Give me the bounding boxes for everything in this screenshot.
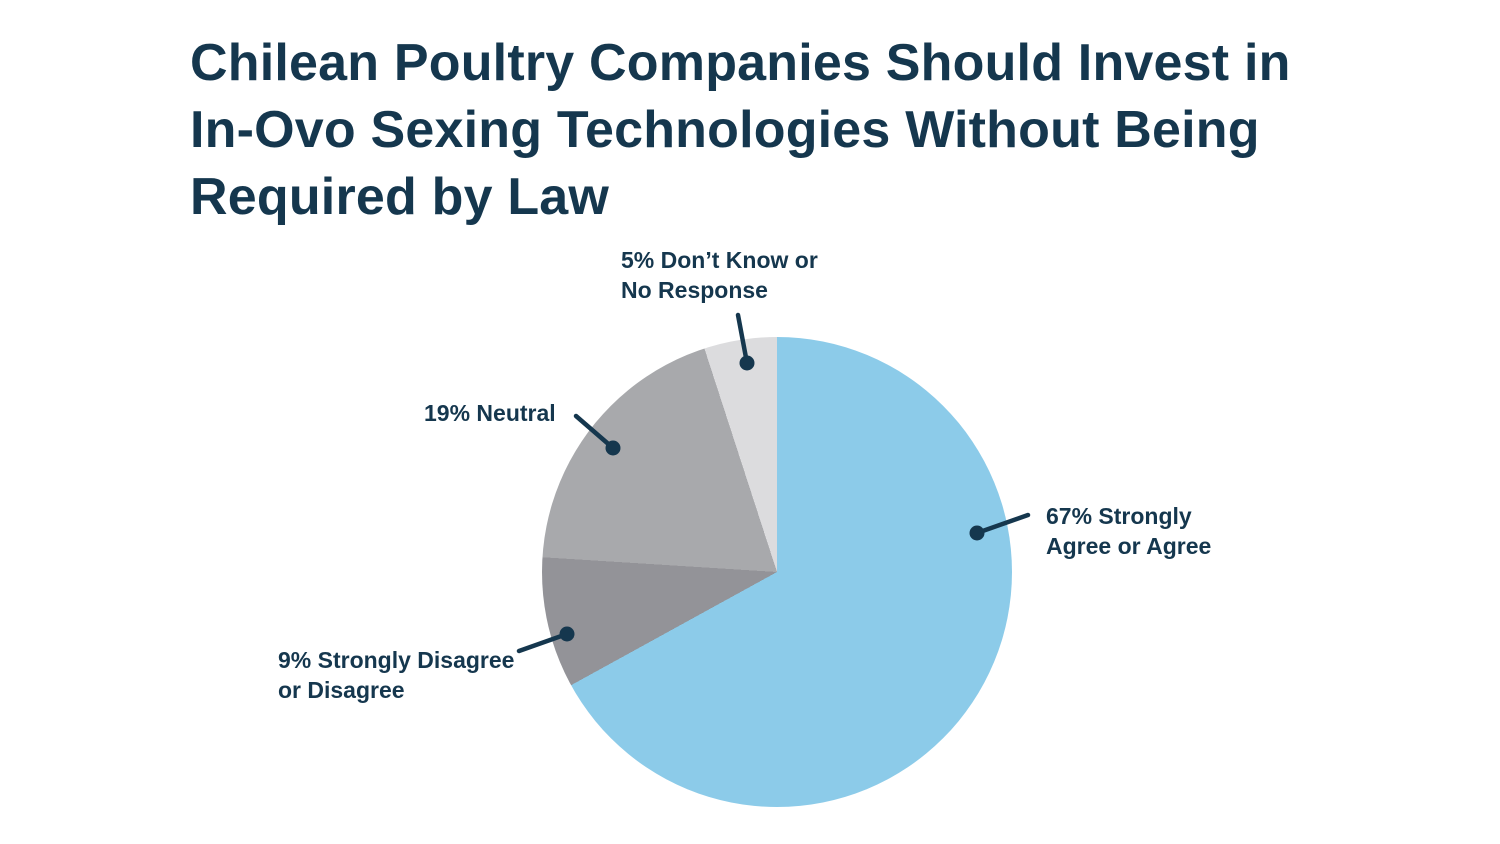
chart-title-line-3: Required by Law: [190, 168, 610, 226]
chart-title-line-2: In-Ovo Sexing Technologies Without Being: [190, 101, 1260, 159]
slice-label-neutral: 19% Neutral: [424, 398, 556, 428]
slice-label-strongly-agree-line-1: 67% Strongly: [1046, 503, 1192, 529]
chart-title-line-1: Chilean Poultry Companies Should Invest …: [190, 34, 1291, 92]
slice-label-dont-know: 5% Don’t Know or No Response: [621, 245, 818, 305]
slice-label-dont-know-line-2: No Response: [621, 277, 768, 303]
slice-label-strongly-agree: 67% Strongly Agree or Agree: [1046, 501, 1211, 561]
slice-label-strongly-disagree: 9% Strongly Disagree or Disagree: [278, 645, 514, 705]
slice-label-dont-know-line-1: 5% Don’t Know or: [621, 247, 818, 273]
slice-label-neutral-line-1: 19% Neutral: [424, 400, 556, 426]
chart-title: Chilean Poultry Companies Should Invest …: [190, 30, 1370, 231]
pie-chart: [542, 337, 1012, 807]
slice-label-strongly-disagree-line-1: 9% Strongly Disagree: [278, 647, 515, 673]
slice-label-strongly-disagree-line-2: or Disagree: [278, 677, 405, 703]
slice-label-strongly-agree-line-2: Agree or Agree: [1046, 533, 1212, 559]
